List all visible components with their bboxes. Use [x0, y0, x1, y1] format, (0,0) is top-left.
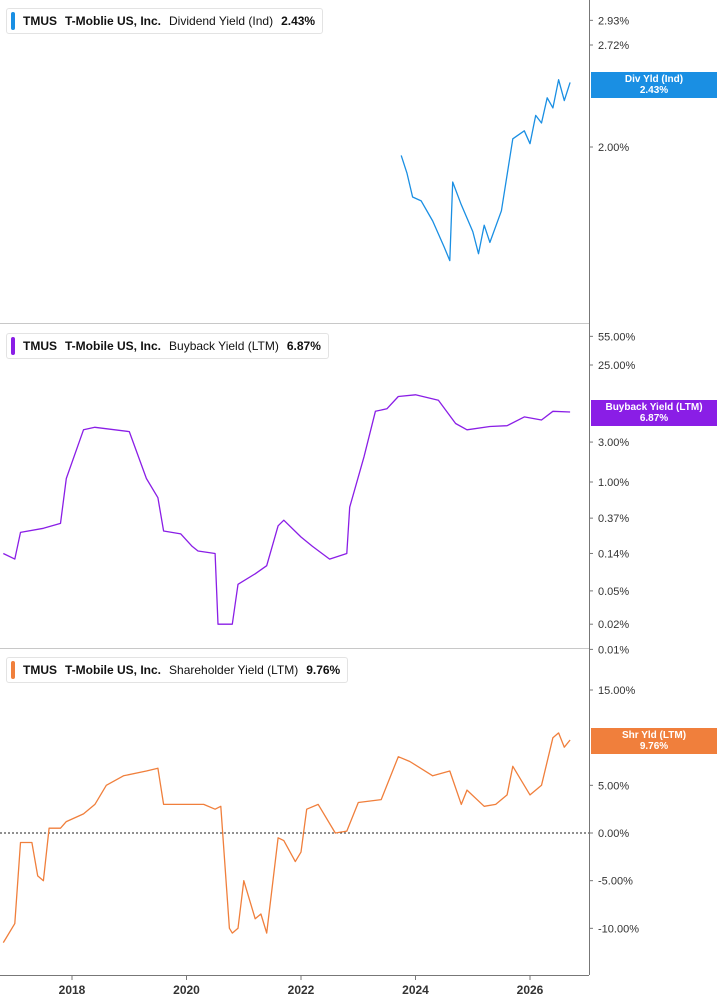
legend-ticker: TMUS: [23, 339, 57, 353]
x-tick-label: 2022: [288, 983, 315, 997]
y-tick-label: 0.01%: [598, 644, 629, 656]
legend-company: T-Mobile US, Inc.: [65, 339, 162, 353]
y-tick-label: 15.00%: [598, 685, 636, 697]
buyback-value-tag: Buyback Yield (LTM) 6.87%: [591, 400, 717, 426]
series-line-1: [3, 394, 571, 625]
legend-metric: Buyback Yield (LTM): [169, 339, 279, 353]
legend-value: 9.76%: [306, 663, 341, 677]
dividend-color-swatch: [11, 12, 15, 30]
legend-ticker: TMUS: [23, 14, 57, 28]
legend-metric: Shareholder Yield (LTM): [169, 663, 299, 677]
legend-buyback[interactable]: TMUS T-Mobile US, Inc. Buyback Yield (LT…: [6, 333, 329, 359]
series-line-0: [400, 79, 571, 262]
x-tick-label: 2024: [402, 983, 429, 997]
shareholder-color-swatch: [11, 661, 15, 679]
tag-value: 2.43%: [639, 85, 669, 96]
legend-shareholder[interactable]: TMUS T-Mobile US, Inc. Shareholder Yield…: [6, 657, 349, 683]
y-tick-label: 0.37%: [598, 513, 629, 525]
tag-value: 9.76%: [639, 741, 669, 752]
legend-dividend[interactable]: TMUS T-Moblie US, Inc. Dividend Yield (I…: [6, 8, 324, 34]
x-tick-label: 2018: [59, 983, 86, 997]
y-tick-label: 1.00%: [598, 477, 629, 489]
y-tick-label: -5.00%: [598, 876, 633, 888]
y-tick-label: 2.93%: [598, 15, 629, 27]
tag-label: Shr Yld (LTM): [621, 730, 687, 741]
y-tick-label: 25.00%: [598, 360, 636, 372]
y-tick-label: 3.00%: [598, 437, 629, 449]
y-tick-label: 55.00%: [598, 331, 636, 343]
legend-value: 2.43%: [281, 14, 316, 28]
tag-value: 6.87%: [639, 413, 669, 424]
shareholder-value-tag: Shr Yld (LTM) 9.76%: [591, 728, 717, 754]
y-tick-label: 0.00%: [598, 828, 629, 840]
legend-ticker: TMUS: [23, 663, 57, 677]
x-tick-label: 2026: [517, 983, 544, 997]
panel-separators: [0, 323, 589, 649]
y-tick-label: -10.00%: [598, 923, 639, 935]
legend-company: T-Mobile US, Inc.: [65, 663, 162, 677]
x-axis: 2018 2020 2022 2024 2026: [0, 975, 589, 997]
tag-label: Div Yld (Ind): [624, 74, 684, 85]
legend-metric: Dividend Yield (Ind): [169, 14, 274, 28]
y-tick-label: 0.05%: [598, 586, 629, 598]
series-lines: [0, 79, 589, 943]
y-tick-label: 5.00%: [598, 780, 629, 792]
y-tick-label: 0.02%: [598, 619, 629, 631]
x-tick-label: 2020: [173, 983, 200, 997]
y-tick-label: 2.00%: [598, 142, 629, 154]
buyback-color-swatch: [11, 337, 15, 355]
tag-label: Buyback Yield (LTM): [605, 402, 703, 413]
series-line-2: [2, 732, 571, 943]
y-tick-label: 2.72%: [598, 40, 629, 52]
legend-value: 6.87%: [286, 339, 321, 353]
y-axis-group: 2.93% 2.72% 2.00% 55.00% 25.00% 3.00% 1.00% 0.3…: [589, 0, 639, 975]
y-tick-label: 0.14%: [598, 548, 629, 560]
legend-company: T-Moblie US, Inc.: [65, 14, 162, 28]
dividend-value-tag: Div Yld (Ind) 2.43%: [591, 72, 717, 98]
